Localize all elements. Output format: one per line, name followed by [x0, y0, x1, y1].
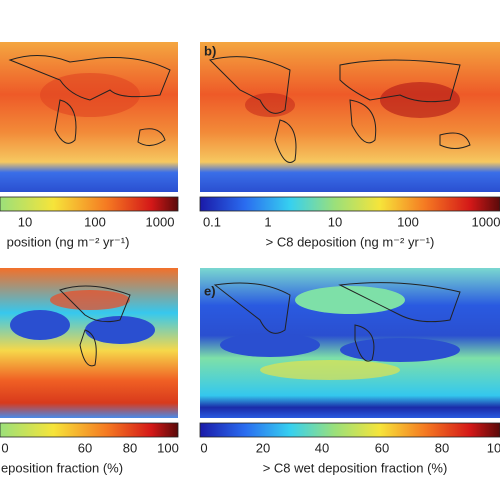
- colorbar-tick-label: 1000: [146, 214, 175, 229]
- colorbar-tick-label: 1: [264, 214, 271, 229]
- colorbar-tick-label: 0: [1, 440, 8, 455]
- colorbar: [0, 422, 179, 438]
- colorbar-tick-label: 10: [328, 214, 342, 229]
- map-panel: [200, 268, 500, 418]
- colorbar-tick-label: 1000: [472, 214, 500, 229]
- colorbar-tick-label: 0: [200, 440, 207, 455]
- colorbar-tick-label: 100: [157, 440, 179, 455]
- colorbar-caption: > C8 deposition (ng m⁻² yr⁻¹): [266, 234, 435, 249]
- map-panel: [0, 268, 178, 418]
- colorbar-tick-label: 80: [123, 440, 137, 455]
- colorbar-tick-label: 60: [78, 440, 92, 455]
- colorbar-tick-label: 60: [375, 440, 389, 455]
- colorbar-tick-label: 0.1: [203, 214, 221, 229]
- colorbar-caption: position (ng m⁻² yr⁻¹): [7, 234, 130, 249]
- colorbar-tick-label: 10: [487, 440, 500, 455]
- colorbar: [199, 196, 500, 212]
- colorbar: [199, 422, 500, 438]
- map-panel: [0, 42, 178, 192]
- colorbar-tick-label: 100: [397, 214, 419, 229]
- colorbar-tick-label: 10: [18, 214, 32, 229]
- panel-label: b): [204, 43, 216, 58]
- colorbar-caption: > C8 wet deposition fraction (%): [263, 460, 448, 475]
- colorbar-tick-label: 100: [84, 214, 106, 229]
- colorbar-tick-label: 40: [315, 440, 329, 455]
- colorbar-caption: eposition fraction (%): [1, 460, 123, 475]
- map-panel: [200, 42, 500, 192]
- colorbar-tick-label: 80: [435, 440, 449, 455]
- colorbar-tick-label: 20: [256, 440, 270, 455]
- colorbar: [0, 196, 179, 212]
- panel-label: e): [204, 283, 216, 298]
